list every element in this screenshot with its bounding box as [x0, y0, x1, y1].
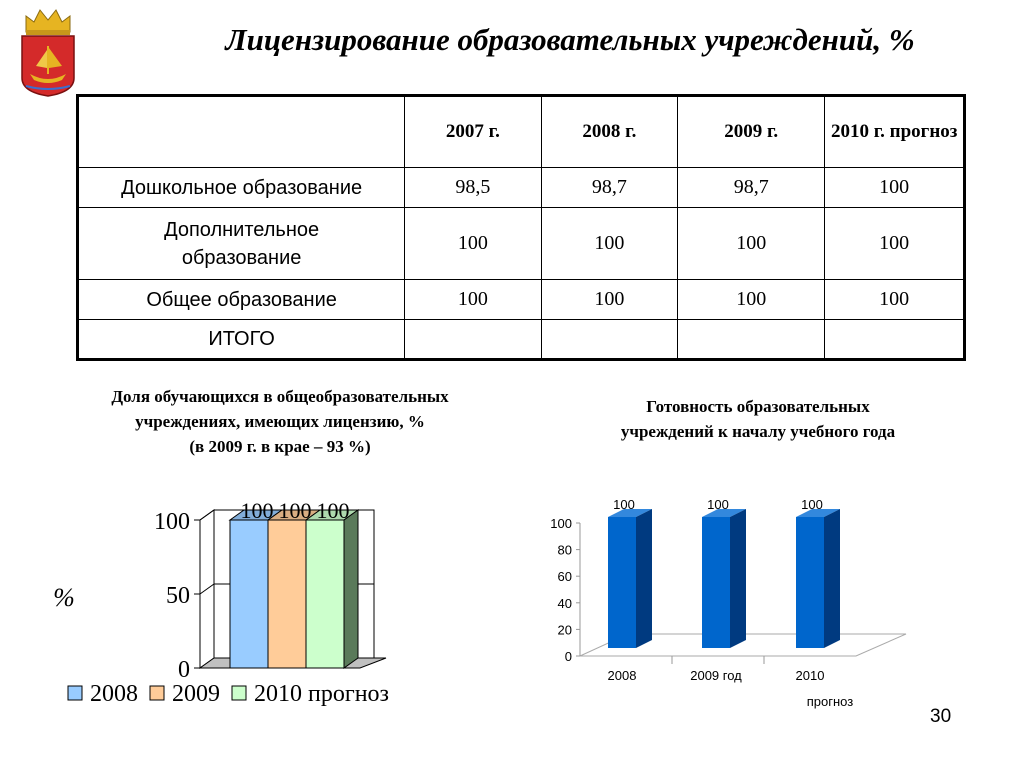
row-label: Общее образование [76, 279, 406, 320]
table-row: Дошкольное образование 98,5 98,7 98,7 10… [76, 167, 965, 208]
chart2-y-tick-label: 80 [558, 543, 572, 558]
chart1-bar-1 [229, 519, 269, 669]
chart1-gridline [199, 583, 215, 595]
chart2-y-tick-label: 20 [558, 622, 572, 637]
table-header-cell: 2009 г. [677, 95, 826, 168]
chart1-legend-swatch [67, 685, 83, 701]
chart2-category-label: 2009 год [690, 668, 742, 683]
page-title: Лицензирование образовательных учреждени… [225, 22, 915, 57]
row-label-text: Дополнительное образование [164, 218, 320, 269]
chart1-title-line: (в 2009 г. в крае – 93 %) [189, 437, 371, 456]
chart2-category-label: прогноз [807, 694, 854, 709]
chart1-legend-swatch [231, 685, 247, 701]
table-cell [824, 319, 965, 360]
chart2-bar-top [796, 509, 840, 517]
chart1-data-label: 100 [317, 498, 350, 523]
chart1-title: Доля обучающихся в общеобразовательных у… [40, 384, 520, 459]
table-cell: 100 [677, 279, 826, 320]
table-row: Общее образование 100 100 100 100 [76, 279, 965, 320]
table-header-cell: 2007 г. [404, 95, 542, 168]
chart1-legend-label: 2008 [90, 681, 138, 707]
chart1-title-line: учреждениях, имеющих лицензию, % [135, 412, 425, 431]
table-cell [540, 319, 679, 360]
chart2-bar-side [824, 509, 840, 648]
row-label: Дополнительное образование [76, 207, 406, 280]
coat-of-arms-icon [21, 9, 75, 97]
chart2-y-tick-label: 40 [558, 596, 572, 611]
table-row: Дополнительное образование 100 100 100 1… [76, 207, 965, 280]
chart2-data-label: 100 [707, 497, 729, 512]
table-header-row: 2007 г. 2008 г. 2009 г. 2010 г. прогноз [76, 95, 965, 168]
table-cell: 100 [404, 207, 542, 280]
table-header-cell: 2010 г. прогноз [824, 95, 965, 168]
table-cell: 98,5 [404, 167, 542, 208]
table-cell: 100 [824, 279, 965, 320]
chart2-y-tick-label: 60 [558, 569, 572, 584]
chart2-y-tick-label: 100 [550, 516, 572, 531]
license-table: 2007 г. 2008 г. 2009 г. 2010 г. прогноз … [76, 94, 966, 361]
chart2-title-line: учреждений к началу учебного года [620, 422, 896, 441]
table-cell: 100 [677, 207, 826, 280]
row-label: ИТОГО [76, 319, 406, 360]
table-row: ИТОГО [76, 319, 965, 360]
chart2-bar-top [702, 509, 746, 517]
table-cell: 100 [540, 207, 679, 280]
chart1-data-label: 100 [241, 498, 274, 523]
chart1-bar-2 [267, 519, 307, 669]
chart2-title: Готовность образовательных учреждений к … [548, 394, 968, 444]
chart2-bar-side [636, 509, 652, 648]
chart2-data-label: 100 [801, 497, 823, 512]
chart1-y-axis-label: % [53, 583, 75, 612]
chart1-data-label: 100 [279, 498, 312, 523]
table-header-cell: 2008 г. [540, 95, 679, 168]
chart1-legend-label: 2009 [172, 681, 220, 707]
table-cell: 100 [540, 279, 679, 320]
chart2-bar-top [608, 509, 652, 517]
chart1-bar-side [343, 509, 359, 669]
chart2-bar [796, 517, 824, 648]
chart2-bar [702, 517, 730, 648]
chart2-bar-side [730, 509, 746, 648]
chart1-gridline [199, 509, 215, 521]
chart1-y-tick-label: 0 [178, 657, 190, 683]
chart1-legend-label: 2010 прогноз [254, 681, 389, 707]
chart2-data-label: 100 [613, 497, 635, 512]
chart2-category-label: 2010 [796, 668, 825, 683]
chart1-legend-swatch [149, 685, 165, 701]
table-cell: 100 [824, 207, 965, 280]
chart1-bar-3 [305, 519, 345, 669]
chart1-y-tick-label: 100 [154, 509, 190, 535]
chart1-title-line: Доля обучающихся в общеобразовательных [111, 387, 449, 406]
chart2-title-line: Готовность образовательных [646, 397, 870, 416]
chart2-y-tick-label: 0 [565, 649, 572, 664]
table-cell [677, 319, 826, 360]
chart2-category-label: 2008 [608, 668, 637, 683]
chart1-y-tick-label: 50 [166, 583, 190, 609]
row-label: Дошкольное образование [76, 167, 406, 208]
page-number: 30 [930, 706, 952, 727]
table-cell: 98,7 [540, 167, 679, 208]
chart2-bar [608, 517, 636, 648]
table-cell: 100 [824, 167, 965, 208]
